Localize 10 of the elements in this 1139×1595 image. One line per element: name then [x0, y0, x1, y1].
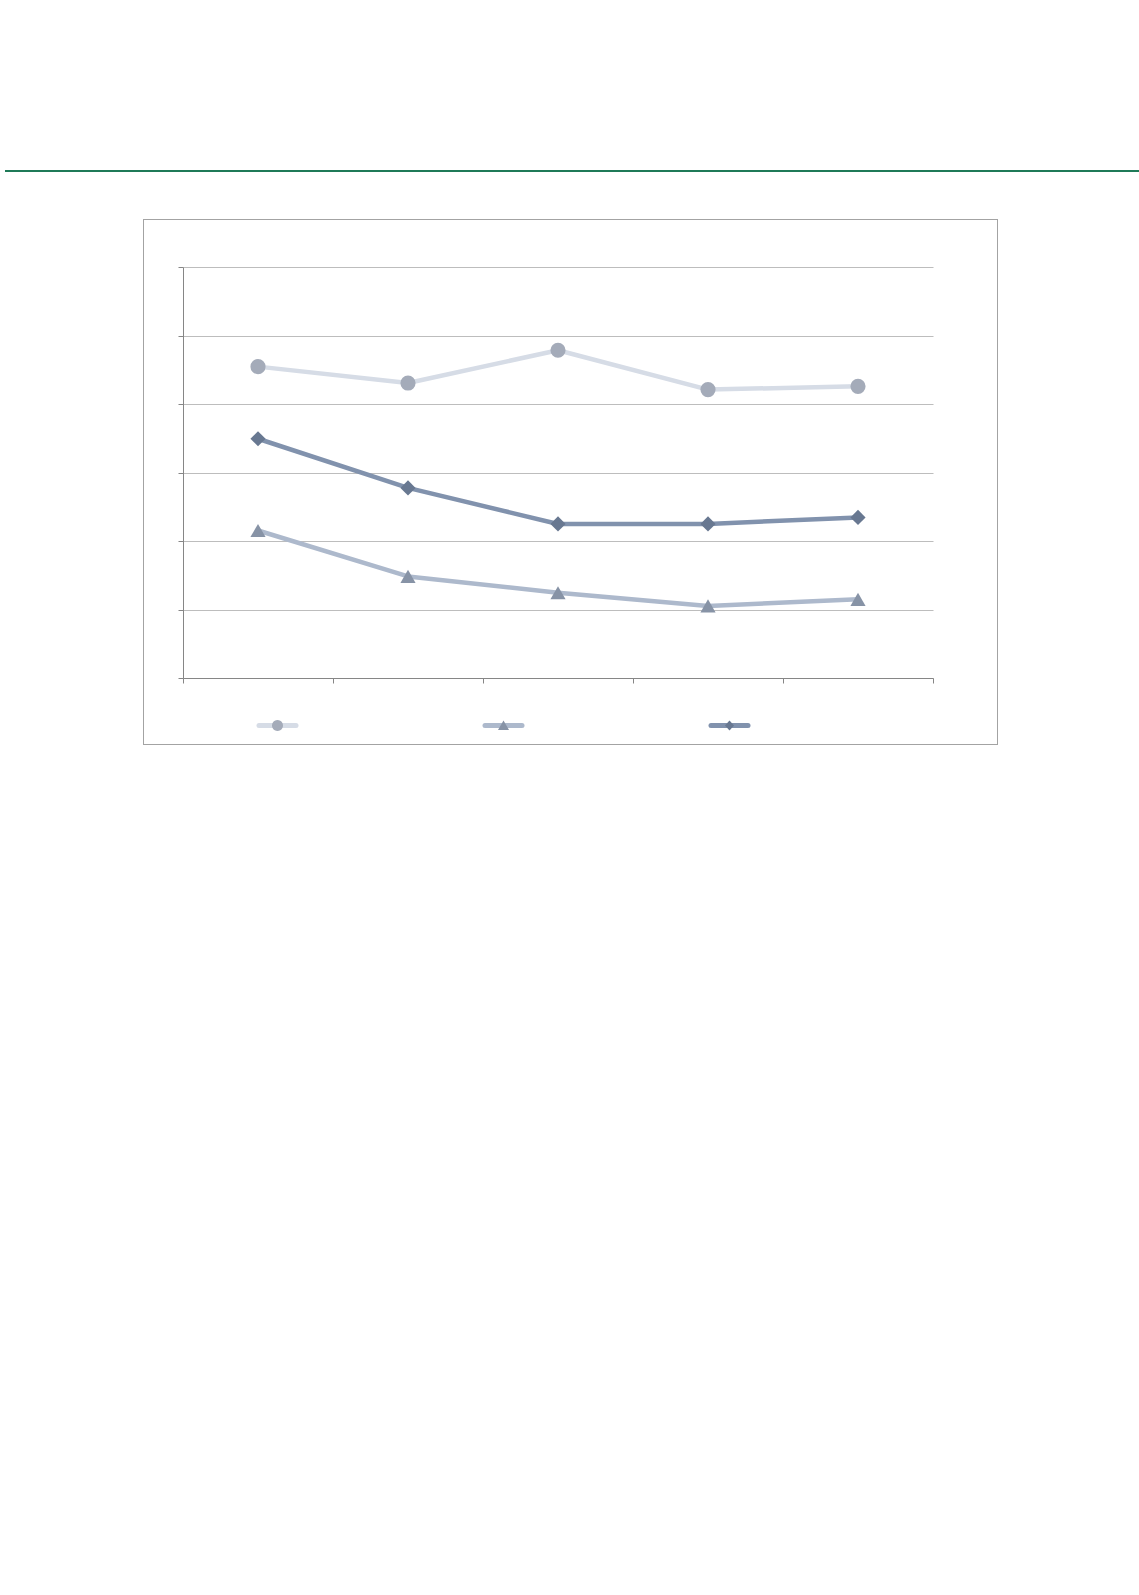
point — [400, 480, 416, 496]
point — [850, 592, 866, 606]
point — [400, 569, 416, 583]
point — [550, 516, 566, 532]
point — [550, 586, 566, 600]
point — [700, 516, 716, 532]
point — [700, 599, 716, 613]
point — [250, 523, 266, 538]
point — [250, 431, 266, 447]
point — [850, 509, 866, 525]
